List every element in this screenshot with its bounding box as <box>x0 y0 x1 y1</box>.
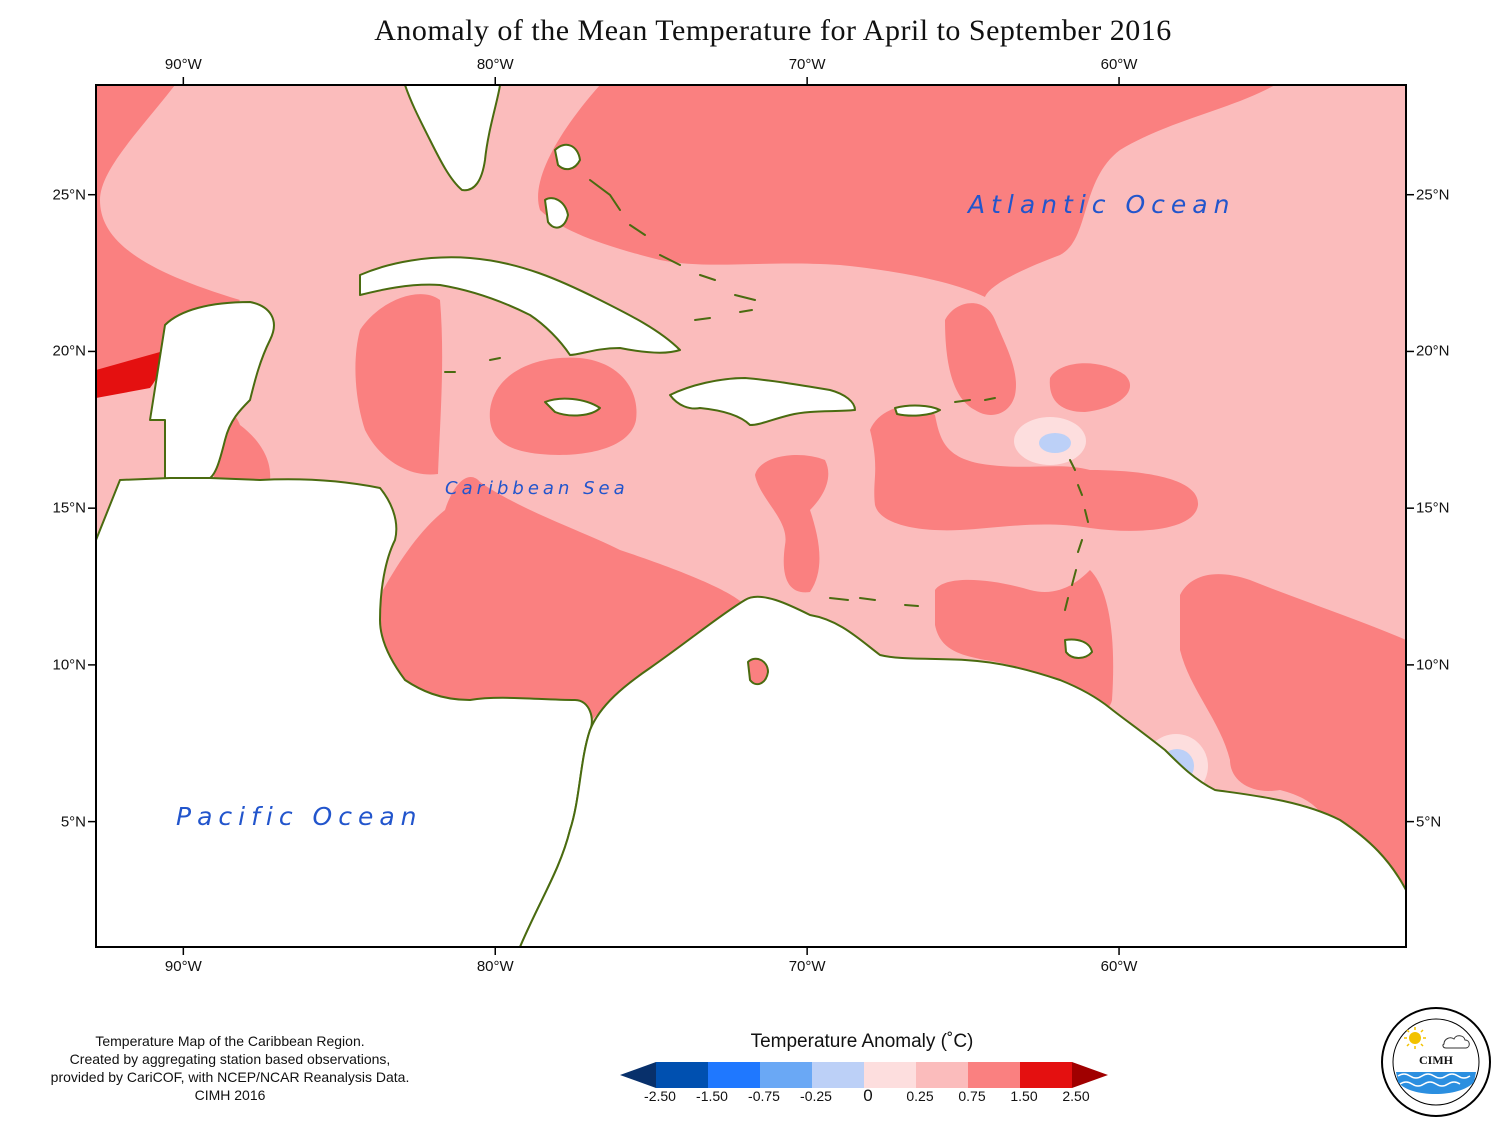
legend-label: -2.50 <box>644 1088 676 1104</box>
legend-swatch <box>760 1062 812 1088</box>
legend-swatch <box>864 1062 916 1088</box>
legend-label: -1.50 <box>696 1088 728 1104</box>
land-jamaica <box>544 397 601 417</box>
islands-cayman <box>444 357 501 373</box>
lon-label-bottom: 70°W <box>788 958 826 975</box>
lat-label-left: 25°N <box>52 186 86 204</box>
legend-colorbar <box>620 1062 1108 1088</box>
legend-swatch <box>916 1062 968 1088</box>
cloud-icon <box>1442 1035 1470 1049</box>
legend-title: Temperature Anomaly (˚C) <box>750 1031 974 1052</box>
lat-label-right: 10°N <box>1416 656 1450 674</box>
legend-swatch <box>812 1062 864 1088</box>
map-title: Anomaly of the Mean Temperature for Apri… <box>374 14 1172 47</box>
islands-virgin <box>954 397 996 403</box>
warm-region-northeast-islands <box>1049 363 1131 412</box>
credit-line-2: Created by aggregating station based obs… <box>69 1051 391 1067</box>
land-hispaniola <box>669 377 856 426</box>
lat-label-left: 20°N <box>52 342 86 360</box>
lat-label-right: 15°N <box>1416 499 1450 517</box>
land-yucatan <box>149 301 275 481</box>
islands-lesser-antilles <box>1064 459 1089 611</box>
credit-line-3: provided by CariCOF, with NCEP/NCAR Rean… <box>50 1069 410 1085</box>
warm-region-cuba-south <box>355 294 443 475</box>
lat-label-right: 25°N <box>1416 186 1450 204</box>
legend-label: 1.50 <box>1010 1088 1038 1104</box>
legend-label: 0.25 <box>906 1088 934 1104</box>
lon-label-bottom: 90°W <box>164 958 202 975</box>
sun-icon <box>1409 1032 1421 1044</box>
warm-region-central-caribbean <box>755 455 829 593</box>
legend-swatch <box>1020 1062 1072 1088</box>
label-caribbean-sea: Caribbean Sea <box>445 478 629 499</box>
lat-label-right: 20°N <box>1416 342 1450 360</box>
lat-label-left: 15°N <box>52 499 86 517</box>
islands-turks-caicos <box>694 309 753 321</box>
legend-swatch <box>968 1062 1020 1088</box>
map-credit: Temperature Map of the Caribbean Region.… <box>20 1032 440 1104</box>
lon-label-bottom: 60°W <box>1100 958 1138 975</box>
warm-region-atlantic-north <box>538 85 1275 297</box>
legend-swatch-low-arrow <box>620 1062 656 1088</box>
lon-label-top: 70°W <box>788 56 826 73</box>
lat-label-right: 5°N <box>1416 813 1442 831</box>
map-frame <box>95 84 1407 948</box>
warm-region-atlantic-southeast <box>1180 574 1406 890</box>
legend-swatch <box>708 1062 760 1088</box>
lon-label-top: 80°W <box>476 56 514 73</box>
anomaly-warm-regions <box>96 85 1406 890</box>
land-maracaibo-lake <box>747 657 769 686</box>
legend-label: -0.25 <box>800 1088 832 1104</box>
land-masses <box>96 85 1406 947</box>
lon-label-top: 60°W <box>1100 56 1138 73</box>
warm-region-caribbean-sw <box>375 477 745 720</box>
islands-bahamas-chain <box>589 179 756 301</box>
land-bahamas-andros <box>544 197 569 229</box>
land-trinidad <box>1064 638 1093 659</box>
warm-region-virgin-islands-north <box>945 303 1016 415</box>
label-atlantic-ocean: Atlantic Ocean <box>968 190 1236 219</box>
small-islands <box>444 179 1089 611</box>
label-pacific-ocean: Pacific Ocean <box>176 802 423 831</box>
legend-label: 0.75 <box>958 1088 986 1104</box>
land-florida <box>404 85 501 192</box>
cool-spot-guadeloupe <box>1039 433 1071 453</box>
lon-label-top: 90°W <box>164 56 202 73</box>
legend-label: 0 <box>863 1086 873 1105</box>
credit-line-1: Temperature Map of the Caribbean Region. <box>95 1033 365 1049</box>
cimh-logo: CIMH <box>1381 1007 1491 1117</box>
legend-label: -0.75 <box>748 1088 780 1104</box>
logo-acronym: CIMH <box>1419 1053 1454 1067</box>
land-puerto-rico <box>894 404 941 417</box>
islands-abc <box>829 597 919 607</box>
legend-swatch <box>656 1062 708 1088</box>
land-cuba <box>359 256 681 356</box>
credit-line-4: CIMH 2016 <box>194 1087 266 1103</box>
lon-label-bottom: 80°W <box>476 958 514 975</box>
legend-swatch-high-arrow <box>1072 1062 1108 1088</box>
land-bahamas-abaco <box>554 143 581 171</box>
warm-region-venezuela-coast <box>935 570 1114 711</box>
warm-region-puerto-rico <box>870 405 1199 531</box>
legend-label: 2.50 <box>1062 1088 1090 1104</box>
hot-region-gulf-southwest <box>96 352 162 398</box>
lat-label-left: 5°N <box>60 813 86 831</box>
lat-label-left: 10°N <box>52 656 86 674</box>
graticule-ticks <box>88 77 1414 955</box>
